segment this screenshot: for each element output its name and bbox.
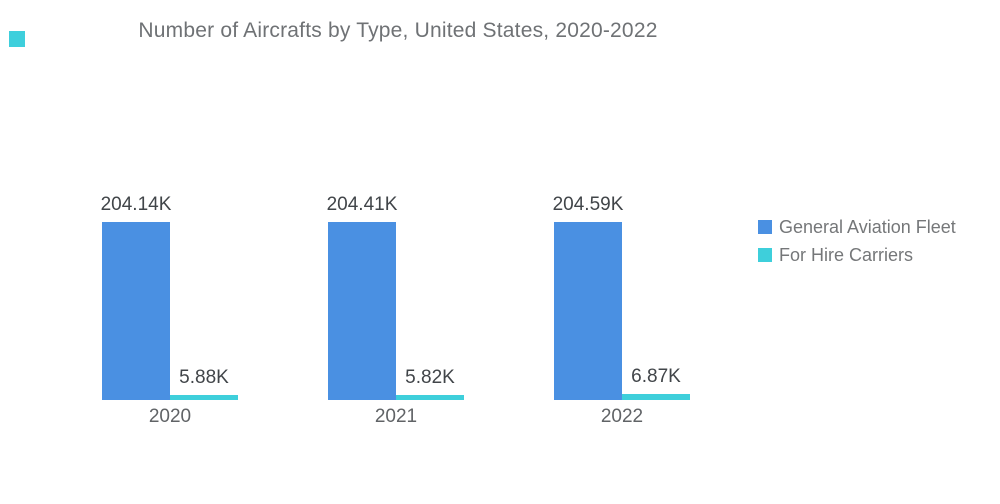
x-axis-label-2021: 2021 [374,406,418,427]
bar-for-hire-carriers-2022 [622,394,690,400]
bar-general-aviation-fleet-2021 [328,222,396,400]
legend-label: For Hire Carriers [779,245,914,265]
legend-label: General Aviation Fleet [779,217,956,237]
legend-item-for-hire-carriers: For Hire Carriers [758,245,956,265]
legend: General Aviation Fleet For Hire Carriers [758,217,956,273]
legend-item-general-aviation-fleet: General Aviation Fleet [758,217,956,237]
x-axis-label-2020: 2020 [148,406,192,427]
bar-general-aviation-fleet-2020 [102,222,170,400]
legend-swatch-teal-icon [758,248,772,262]
bar-value-label-for-hire-carriers-2020: 5.88K [179,367,229,388]
brand-corner-square [9,31,25,47]
legend-swatch-blue-icon [758,220,772,234]
plot-area: 204.14K 5.88K 2020 204.41K 5.82K 2021 204.59K 6… [0,195,760,426]
bar-for-hire-carriers-2021 [396,395,464,400]
bar-value-label-for-hire-carriers-2021: 5.82K [405,367,455,388]
chart-title: Number of Aircrafts by Type, United Stat… [138,19,658,42]
bar-for-hire-carriers-2020 [170,395,238,400]
x-axis-label-2022: 2022 [600,406,644,427]
bar-value-label-general-aviation-fleet-2022: 204.59K [552,194,624,215]
bar-value-label-general-aviation-fleet-2021: 204.41K [326,194,398,215]
bar-general-aviation-fleet-2022 [554,222,622,400]
bar-value-label-for-hire-carriers-2022: 6.87K [631,366,681,387]
bar-value-label-general-aviation-fleet-2020: 204.14K [100,194,172,215]
